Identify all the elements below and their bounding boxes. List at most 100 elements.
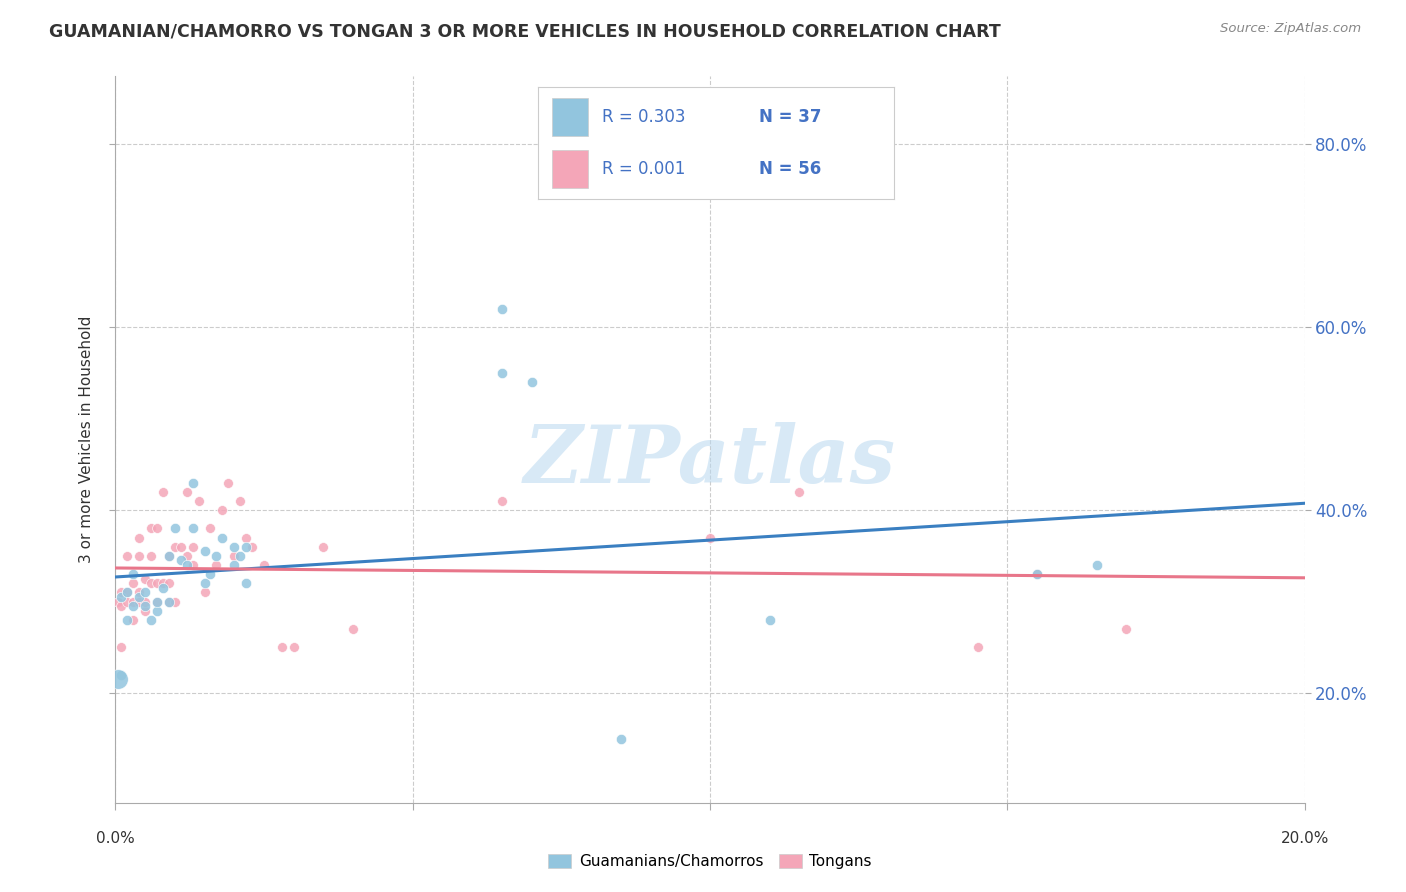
Point bbox=[235, 531, 257, 545]
Point bbox=[699, 531, 721, 545]
Point bbox=[146, 604, 169, 618]
Point bbox=[152, 576, 174, 591]
Point bbox=[176, 484, 198, 499]
Point bbox=[229, 549, 252, 563]
Point bbox=[224, 558, 246, 572]
Point bbox=[235, 576, 257, 591]
Point bbox=[110, 599, 132, 614]
Point bbox=[181, 558, 204, 572]
Point bbox=[146, 594, 169, 608]
Point bbox=[122, 567, 145, 582]
Point bbox=[312, 540, 335, 554]
Point bbox=[122, 613, 145, 627]
Point bbox=[163, 521, 186, 535]
Point bbox=[122, 599, 145, 614]
Point bbox=[193, 576, 215, 591]
Point bbox=[134, 585, 156, 599]
Point bbox=[115, 594, 138, 608]
Point bbox=[146, 576, 169, 591]
Point bbox=[128, 585, 150, 599]
Point bbox=[110, 640, 132, 655]
Point bbox=[157, 549, 180, 563]
Point bbox=[139, 521, 162, 535]
Point bbox=[134, 604, 156, 618]
Point bbox=[157, 594, 180, 608]
Point bbox=[200, 521, 222, 535]
Point bbox=[146, 594, 169, 608]
Point bbox=[152, 484, 174, 499]
Point bbox=[1026, 567, 1049, 582]
Point bbox=[283, 640, 305, 655]
Point bbox=[1115, 622, 1137, 636]
Legend: Guamanians/Chamorros, Tongans: Guamanians/Chamorros, Tongans bbox=[543, 847, 877, 875]
Point bbox=[193, 544, 215, 558]
Point bbox=[128, 590, 150, 604]
Point bbox=[157, 576, 180, 591]
Point bbox=[122, 576, 145, 591]
Point bbox=[181, 540, 204, 554]
Point bbox=[520, 375, 543, 389]
Point bbox=[1085, 558, 1108, 572]
Point bbox=[205, 558, 228, 572]
Point bbox=[134, 572, 156, 586]
Point bbox=[176, 558, 198, 572]
Point bbox=[170, 540, 193, 554]
Point bbox=[342, 622, 364, 636]
Point bbox=[610, 731, 633, 746]
Point bbox=[110, 667, 132, 681]
Point bbox=[224, 549, 246, 563]
Point bbox=[491, 366, 513, 380]
Point bbox=[128, 594, 150, 608]
Point bbox=[139, 613, 162, 627]
Point bbox=[134, 599, 156, 614]
Point bbox=[157, 549, 180, 563]
Point bbox=[134, 594, 156, 608]
Point bbox=[193, 585, 215, 599]
Point bbox=[253, 558, 276, 572]
Point bbox=[491, 494, 513, 508]
Point bbox=[163, 594, 186, 608]
Point bbox=[181, 521, 204, 535]
Point bbox=[163, 540, 186, 554]
Point bbox=[115, 585, 138, 599]
Point bbox=[115, 549, 138, 563]
Point bbox=[152, 581, 174, 595]
Point bbox=[139, 549, 162, 563]
Point bbox=[491, 301, 513, 316]
Text: 20.0%: 20.0% bbox=[1281, 831, 1329, 847]
Point bbox=[787, 484, 810, 499]
Point bbox=[146, 521, 169, 535]
Point bbox=[235, 540, 257, 554]
Point bbox=[187, 494, 209, 508]
Point bbox=[211, 503, 233, 517]
Point bbox=[107, 673, 129, 687]
Point bbox=[205, 549, 228, 563]
Point bbox=[110, 590, 132, 604]
Y-axis label: 3 or more Vehicles in Household: 3 or more Vehicles in Household bbox=[79, 316, 94, 563]
Point bbox=[224, 540, 246, 554]
Text: 0.0%: 0.0% bbox=[96, 831, 135, 847]
Point bbox=[240, 540, 263, 554]
Point bbox=[122, 594, 145, 608]
Text: Source: ZipAtlas.com: Source: ZipAtlas.com bbox=[1220, 22, 1361, 36]
Point bbox=[157, 594, 180, 608]
Point bbox=[115, 613, 138, 627]
Point bbox=[211, 531, 233, 545]
Point bbox=[107, 594, 129, 608]
Point bbox=[1026, 567, 1049, 582]
Point bbox=[200, 567, 222, 582]
Point bbox=[181, 475, 204, 490]
Text: GUAMANIAN/CHAMORRO VS TONGAN 3 OR MORE VEHICLES IN HOUSEHOLD CORRELATION CHART: GUAMANIAN/CHAMORRO VS TONGAN 3 OR MORE V… bbox=[49, 22, 1001, 40]
Point bbox=[110, 585, 132, 599]
Point bbox=[139, 576, 162, 591]
Point bbox=[758, 613, 780, 627]
Point bbox=[176, 549, 198, 563]
Point bbox=[170, 553, 193, 567]
Point bbox=[128, 531, 150, 545]
Point bbox=[115, 585, 138, 599]
Text: ZIPatlas: ZIPatlas bbox=[524, 423, 896, 500]
Point bbox=[966, 640, 988, 655]
Point bbox=[229, 494, 252, 508]
Point bbox=[217, 475, 239, 490]
Point bbox=[270, 640, 292, 655]
